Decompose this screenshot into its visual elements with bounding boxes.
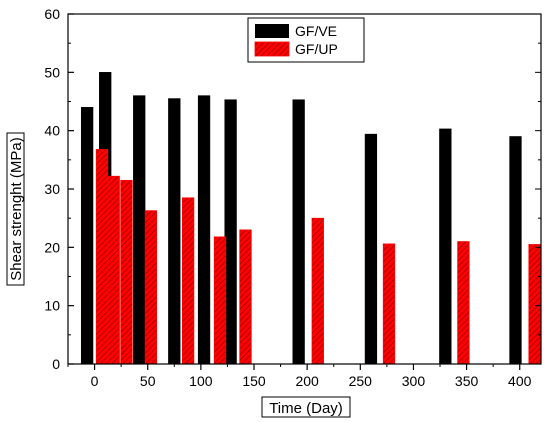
bar-gf-up [528, 244, 541, 365]
bar-gf-up [457, 241, 470, 365]
x-tick-label: 0 [91, 373, 99, 389]
x-tick-label: 350 [455, 373, 479, 389]
y-tick-label: 10 [44, 298, 60, 314]
x-tick-label: 200 [295, 373, 319, 389]
bars-layer [80, 72, 541, 365]
y-tick-label: 50 [44, 64, 60, 80]
y-axis-title: Shear strenght (MPa) [6, 132, 25, 286]
bar-gf-ve [224, 99, 237, 365]
bar-gf-up [382, 243, 396, 365]
legend-label-gf-ve: GF/VE [295, 23, 337, 39]
bar-gf-ve [80, 107, 94, 365]
bar-gf-ve [509, 136, 522, 365]
bar-gf-up [95, 149, 109, 365]
bar-gf-ve [168, 98, 181, 365]
bar-gf-up [239, 229, 252, 365]
y-tick-label: 0 [52, 356, 60, 372]
bar-gf-ve [439, 128, 452, 365]
legend-label-gf-up: GF/UP [295, 41, 338, 57]
y-tick-label: 30 [44, 181, 60, 197]
legend-swatch-gf-up [254, 41, 290, 57]
y-tick-label: 40 [44, 123, 60, 139]
y-tick-label: 60 [44, 6, 60, 22]
bar-gf-up [213, 236, 227, 365]
x-tick-label: 400 [508, 373, 532, 389]
bar-gf-up [107, 175, 120, 365]
legend-swatch-gf-ve [255, 24, 289, 38]
bar-gf-ve [364, 133, 378, 365]
bar-gf-up [120, 179, 133, 365]
axes-layer: 0 10 20 30 40 50 60 0 50 100 150 200 250 300 350 400 [44, 6, 541, 389]
bar-gf-up [181, 197, 195, 365]
bar-gf-ve [292, 99, 305, 365]
bar-gf-ve [133, 95, 146, 365]
legend: GF/VE GF/UP [247, 17, 365, 63]
x-tick-label: 100 [189, 373, 213, 389]
bar-gf-ve [197, 95, 211, 365]
y-axis-label: Shear strenght (MPa) [8, 137, 25, 280]
bar-gf-up [144, 210, 158, 365]
x-axis-title: Time (Day) [261, 396, 351, 418]
bar-gf-up [311, 217, 324, 365]
x-tick-label: 50 [140, 373, 156, 389]
y-tick-label: 20 [44, 239, 60, 255]
x-tick-label: 250 [349, 373, 373, 389]
x-tick-label: 300 [402, 373, 426, 389]
x-axis-label: Time (Day) [269, 400, 343, 417]
x-tick-label: 150 [242, 373, 266, 389]
